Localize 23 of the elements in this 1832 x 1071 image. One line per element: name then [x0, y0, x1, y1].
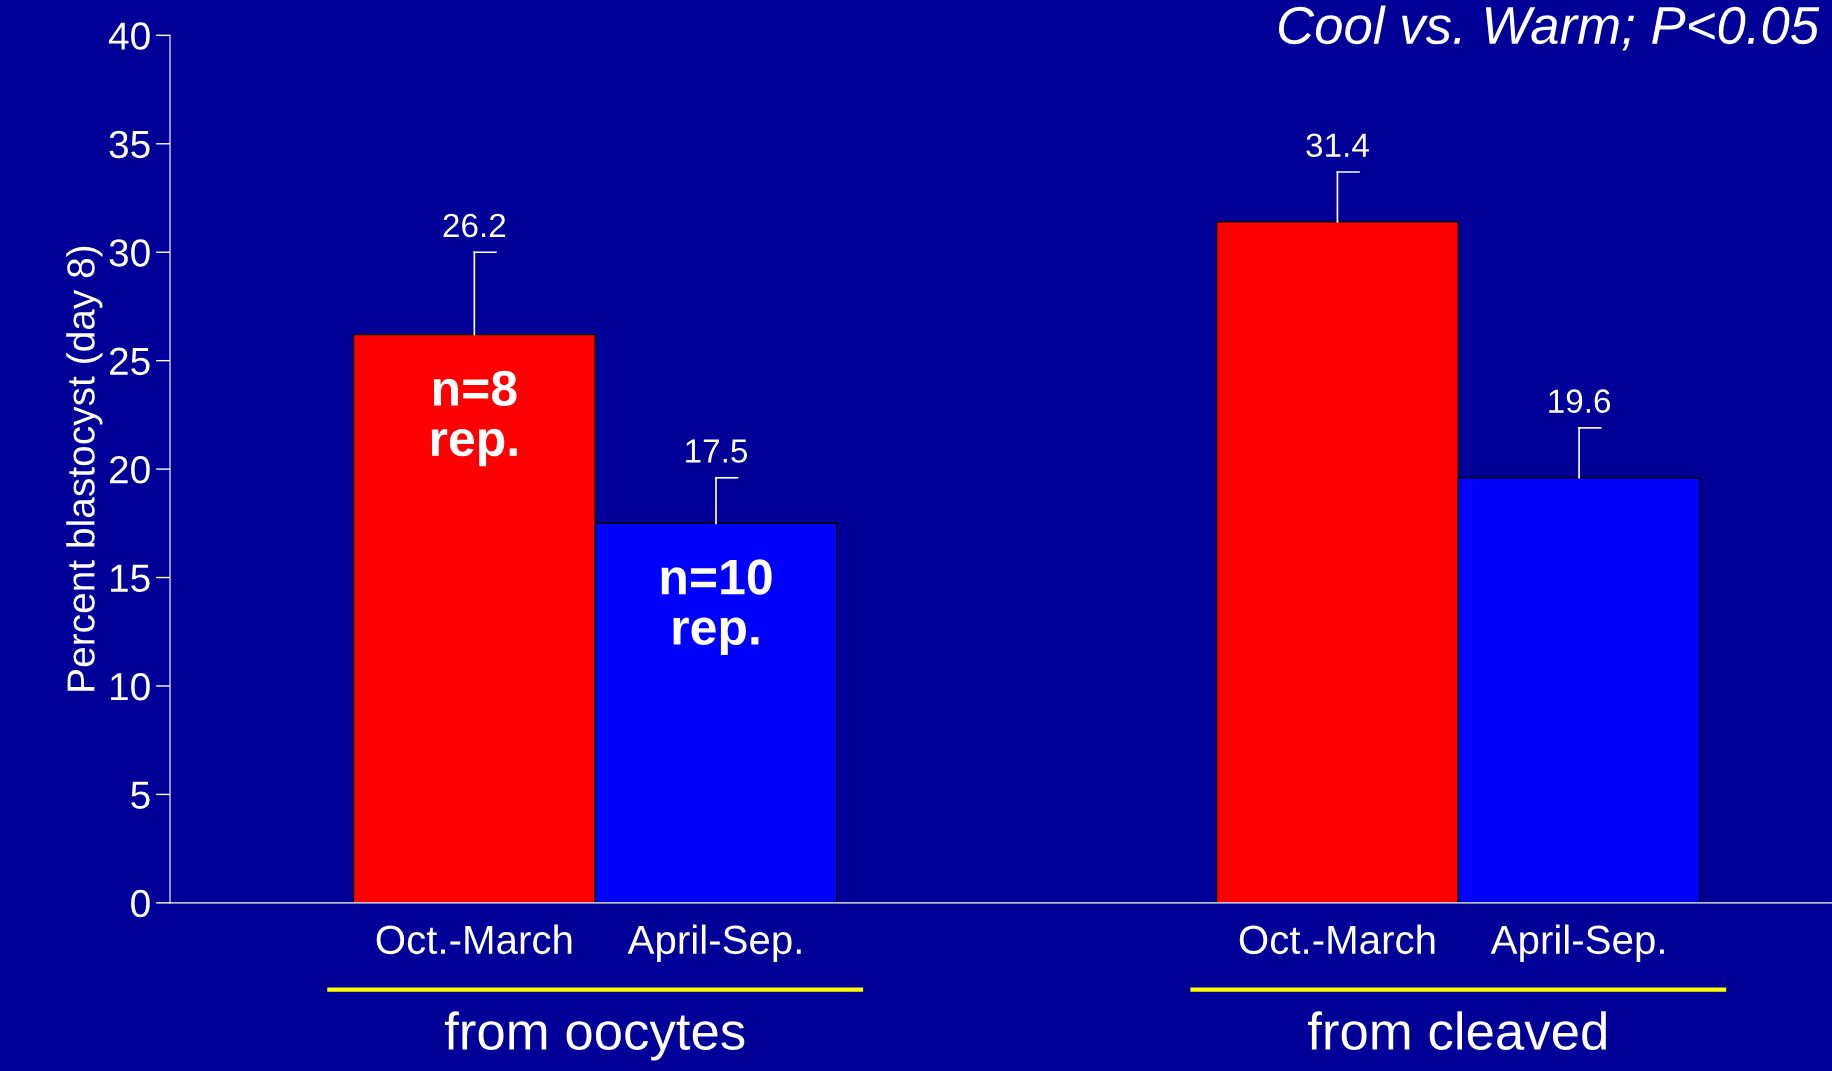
x-tick-label: from cleaved: [1307, 1011, 1606, 1051]
data-label: 31.4: [1306, 133, 1369, 158]
data-label: 26.2: [443, 213, 506, 238]
chart-title: Cool vs. Warm; P<0.05: [1278, 5, 1820, 51]
y-tick-label: 35: [109, 130, 150, 159]
y-axis-title: Percent blastocyst (day 8): [66, 246, 103, 691]
series-label: April-Sep.: [627, 924, 801, 963]
data-label: 17.5: [686, 439, 748, 463]
annotation: n=8 rep.: [431, 370, 517, 467]
data-label: 19.6: [1549, 389, 1611, 413]
series-label: Oct.-March: [376, 924, 572, 955]
y-tick-label: 40: [108, 22, 150, 50]
y-tick-label: 30: [109, 239, 150, 267]
y-tick-label: 25: [109, 347, 150, 376]
y-tick-label: 10: [110, 672, 150, 701]
y-tick-label: 0: [131, 889, 150, 918]
text: April-Sep.: [1490, 924, 1664, 963]
y-tick-label: 15: [110, 564, 150, 593]
y-tick-label: 20: [109, 456, 150, 484]
y-tick-label: 5: [131, 781, 150, 809]
annotation: n=10 rep.: [661, 559, 772, 655]
text: Oct.-March: [1239, 924, 1435, 955]
x-tick-label: from oocytes: [444, 1011, 745, 1061]
